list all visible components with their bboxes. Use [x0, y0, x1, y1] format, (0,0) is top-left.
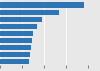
- Bar: [0, 45, 31, 50]
- Bar: [0, 2, 84, 8]
- Bar: [0, 10, 59, 15]
- Bar: [0, 52, 30, 57]
- Bar: [0, 24, 37, 29]
- Bar: [0, 59, 29, 64]
- Bar: [0, 17, 42, 22]
- Bar: [0, 38, 32, 43]
- Bar: [0, 31, 33, 36]
